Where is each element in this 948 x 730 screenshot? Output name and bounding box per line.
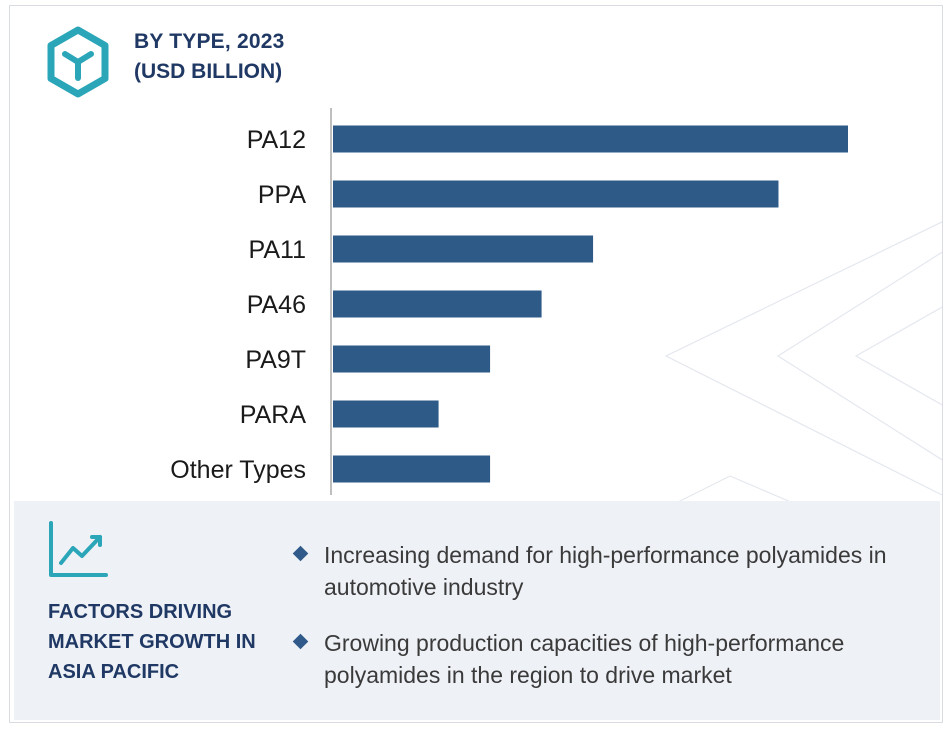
- factor-item: Increasing demand for high-performance p…: [290, 539, 930, 603]
- category-label: PA12: [247, 126, 306, 154]
- bar-ppa: [333, 180, 779, 208]
- bar-para: [333, 400, 439, 428]
- diamond-bullet-icon: [292, 545, 309, 562]
- diamond-bullet-icon: [292, 633, 309, 650]
- category-label: PA11: [249, 236, 306, 264]
- category-label: PA9T: [245, 346, 306, 374]
- category-label: PARA: [240, 401, 307, 429]
- bar-other-types: [333, 455, 491, 483]
- line-chart-trend-icon: [49, 521, 108, 577]
- bar-pa11: [333, 235, 594, 263]
- category-label: Other Types: [170, 456, 306, 484]
- factor-text: Increasing demand for high-performance p…: [324, 542, 887, 600]
- factors-panel: FACTORS DRIVING MARKET GROWTH IN ASIA PA…: [14, 501, 940, 720]
- bar-pa46: [333, 290, 542, 318]
- factor-item: Growing production capacities of high-pe…: [290, 627, 930, 691]
- infographic-frame: BY TYPE, 2023 (USD BILLION) PA12 PPA PA11 P…: [9, 5, 943, 723]
- bar-pa9t: [333, 345, 491, 373]
- bar-pa12: [333, 125, 848, 153]
- factor-text: Growing production capacities of high-pe…: [324, 630, 845, 688]
- factors-list: Increasing demand for high-performance p…: [290, 539, 930, 715]
- chart-title: BY TYPE, 2023: [134, 30, 285, 53]
- category-label: PA46: [247, 291, 306, 319]
- bar-chart: PA12 PPA PA11 PA46 PA9T PARA Other Types: [170, 108, 848, 495]
- category-label: PPA: [258, 181, 306, 209]
- factors-heading: FACTORS DRIVING MARKET GROWTH IN ASIA PA…: [48, 601, 256, 683]
- chart-subtitle: (USD BILLION): [134, 60, 283, 83]
- hexagon-y-logo-icon: [47, 26, 109, 98]
